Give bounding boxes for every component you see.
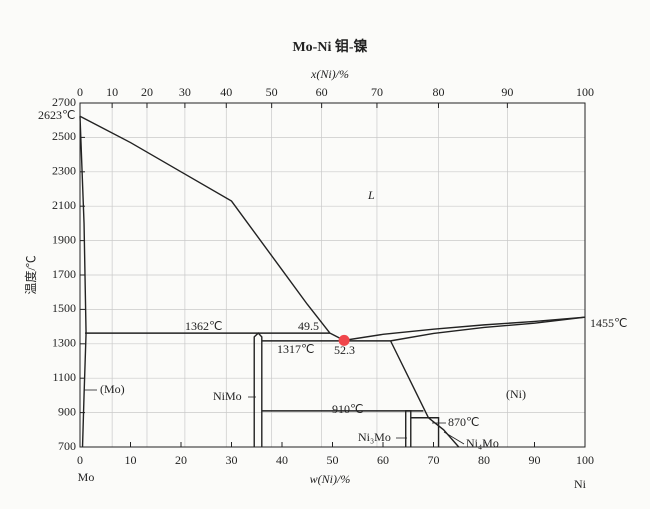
left-end-label: Mo	[78, 470, 95, 484]
annotation: NiMo	[213, 389, 242, 403]
x2-tick-label: 80	[432, 85, 444, 99]
y-tick-label: 1300	[52, 336, 76, 350]
x-tick-label: 70	[428, 453, 440, 467]
phase-boundary	[253, 332, 263, 447]
leader-lines	[84, 389, 465, 445]
x2-axis-label: x(Ni)/%	[310, 67, 349, 81]
y-tick-label: 1100	[52, 370, 76, 384]
phase-boundary	[410, 417, 440, 447]
y-tick-label: 700	[58, 439, 76, 453]
annotation: (Mo)	[100, 382, 125, 396]
x-tick-label: 50	[327, 453, 339, 467]
y-tick-label: 900	[58, 404, 76, 418]
y-axis-label: 温度/℃	[23, 255, 38, 294]
x-tick-label: 80	[478, 453, 490, 467]
phase-boundary	[390, 316, 586, 342]
phase-boundary	[329, 316, 586, 342]
chart-title: Mo-Ni 钼-镍	[292, 38, 367, 55]
y-tick-label: 2500	[52, 129, 76, 143]
phase-boundary	[79, 116, 87, 448]
x2-tick-label: 40	[220, 85, 232, 99]
phase-boundary	[79, 115, 331, 334]
phase-boundary	[389, 340, 460, 448]
eutectic-point	[338, 334, 350, 346]
annotation: 2623℃	[38, 108, 75, 122]
x-tick-label: 20	[175, 453, 187, 467]
y-tick-label: 2100	[52, 198, 76, 212]
annotation: 1362℃	[185, 319, 222, 333]
y-tick-label: 1900	[52, 232, 76, 246]
annotation: 52.3	[334, 343, 355, 357]
x2-tick-label: 60	[316, 85, 328, 99]
annotation: 910℃	[332, 402, 363, 416]
x2-tick-label: 20	[141, 85, 153, 99]
x-tick-label: 0	[77, 453, 83, 467]
annotation: Ni₃Mo	[358, 430, 391, 444]
phase-boundary	[405, 410, 412, 447]
annotation: 1455℃	[590, 316, 627, 330]
annotation: (Ni)	[506, 387, 526, 401]
annotation: 1317℃	[277, 342, 314, 356]
x2-tick-label: 90	[501, 85, 513, 99]
x2-tick-label: 100	[576, 85, 594, 99]
x2-tick-label: 50	[266, 85, 278, 99]
x-tick-label: 30	[226, 453, 238, 467]
x2-tick-label: 10	[106, 85, 118, 99]
annotation: 870℃	[448, 415, 479, 429]
x-tick-label: 10	[125, 453, 137, 467]
y-tick-label: 2700	[52, 95, 76, 109]
annotation: Ni₄Mo	[466, 436, 499, 450]
x-tick-label: 90	[529, 453, 541, 467]
x-tick-label: 40	[276, 453, 288, 467]
x2-tick-label: 30	[179, 85, 191, 99]
right-end-label: Ni	[574, 477, 587, 491]
annotation: 49.5	[298, 319, 319, 333]
x-tick-label: 60	[377, 453, 389, 467]
x-axis-label: w(Ni)/%	[310, 472, 351, 486]
y-tick-label: 1700	[52, 267, 76, 281]
y-tick-label: 1500	[52, 301, 76, 315]
x-tick-label: 100	[576, 453, 594, 467]
x2-tick-label: 0	[77, 85, 83, 99]
y-tick-label: 2300	[52, 164, 76, 178]
x2-tick-label: 70	[371, 85, 383, 99]
annotation: L	[367, 188, 375, 202]
